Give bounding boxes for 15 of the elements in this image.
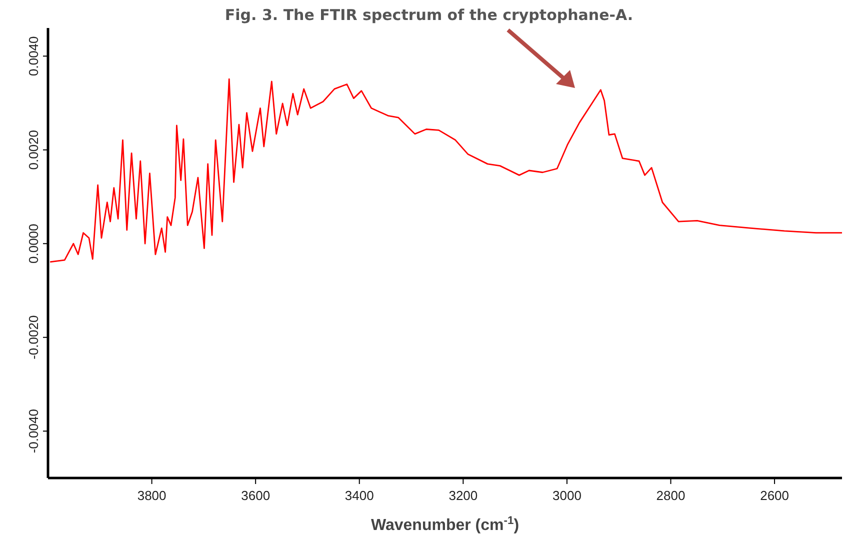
x-tick-label: 2600: [760, 488, 789, 503]
x-tick-label: 3600: [241, 488, 270, 503]
chart-title: Fig. 3. The FTIR spectrum of the cryptophane-A.: [224, 6, 634, 24]
y-tick-label: -0.0040: [26, 409, 41, 454]
x-tick-label: 3400: [344, 488, 374, 503]
x-tick-label: 3200: [448, 488, 478, 503]
line-series: [49, 78, 842, 263]
y-tick-label: 0.0020: [26, 130, 41, 170]
x-tick-label: 3000: [552, 488, 582, 503]
x-tick-label: 3800: [137, 488, 166, 503]
y-tick-label: -0.0020: [26, 315, 41, 360]
x-tick-label: 2800: [656, 488, 686, 503]
x-axis-title: Wavenumber (cm$^{-1}$): [370, 515, 520, 534]
y-tick-label: 0.0040: [26, 36, 41, 76]
y-tick-label: 0.0000: [26, 224, 41, 264]
